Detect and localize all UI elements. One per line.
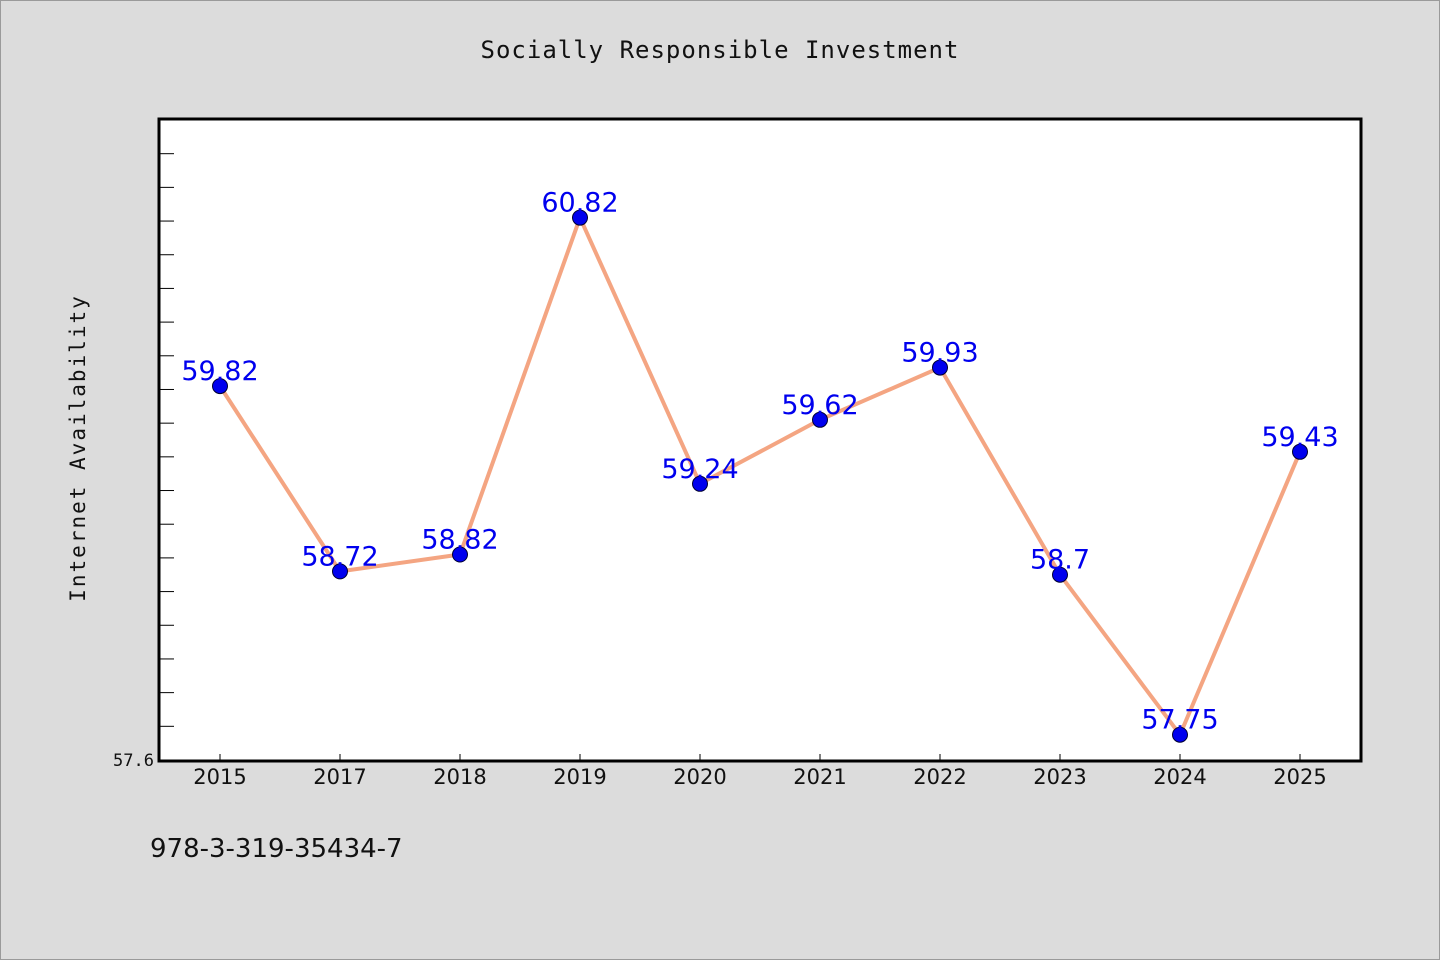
x-tick-label: 2021 (793, 765, 846, 789)
data-label: 59.24 (661, 454, 738, 485)
data-point (1052, 566, 1068, 583)
footer-code: 978-3-319-35434-7 (150, 834, 403, 864)
x-tick-label: 2024 (1153, 765, 1206, 789)
data-point (1172, 726, 1188, 743)
data-point (692, 475, 708, 492)
x-tick-label: 2025 (1273, 765, 1326, 789)
x-tick-label: 2019 (553, 765, 606, 789)
y-axis-ticks: 57.6 (113, 119, 174, 771)
data-point (1292, 443, 1308, 460)
data-label: 58.7 (1030, 545, 1090, 576)
data-point (332, 563, 348, 580)
x-axis-ticks: 2015 2017 2018 2019 2020 2021 2022 2023 2024 2025 (193, 754, 1327, 789)
series-line (218, 215, 1302, 737)
chart-title: Socially Responsible Investment (480, 36, 960, 64)
data-label: 58.72 (301, 541, 378, 572)
x-tick-label: 2017 (313, 765, 366, 789)
data-label: 59.93 (901, 338, 978, 369)
x-tick-label: 2018 (433, 765, 486, 789)
data-point (812, 411, 828, 428)
data-label: 58.82 (421, 525, 498, 556)
data-label: 59.82 (181, 356, 258, 387)
data-label: 57.75 (1141, 705, 1218, 736)
data-label: 59.62 (781, 390, 858, 421)
x-tick-label: 2020 (673, 765, 726, 789)
data-point (932, 359, 948, 376)
x-tick-label: 2022 (913, 765, 966, 789)
data-label: 59.43 (1261, 422, 1338, 453)
x-tick-label: 2015 (193, 765, 246, 789)
data-markers (212, 209, 1308, 743)
data-labels: 59.82 58.72 58.82 60.82 59.24 59.62 59.93 58.7 5… (181, 188, 1338, 736)
x-tick-label: 2023 (1033, 765, 1086, 789)
y-tick-label: 57.6 (113, 751, 154, 771)
data-point (572, 209, 588, 226)
data-point (212, 378, 228, 395)
data-label: 60.82 (541, 188, 618, 219)
plot-area (157, 117, 1363, 763)
data-point (452, 546, 468, 563)
